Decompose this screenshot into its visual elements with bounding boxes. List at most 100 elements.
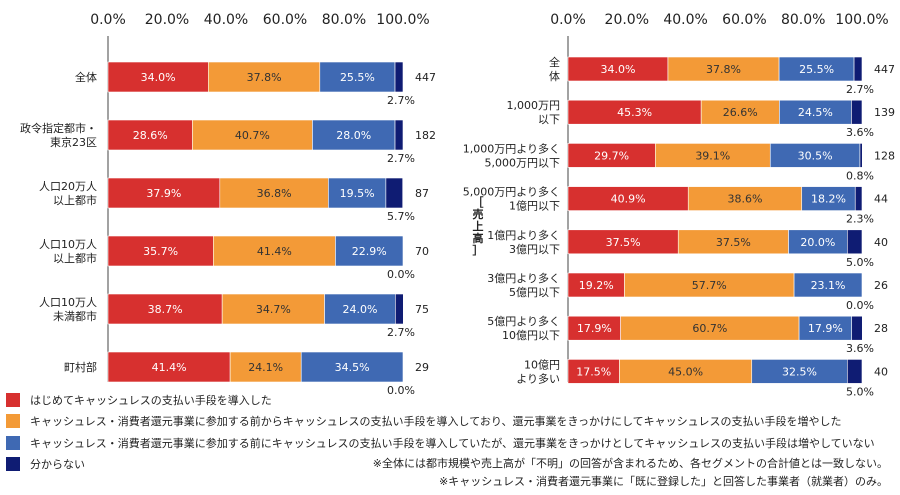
data-label: 34.0% (141, 71, 176, 84)
category-label: 1億円より多く (487, 228, 560, 242)
data-label: 35.7% (143, 245, 178, 258)
category-label: より多い (516, 371, 560, 385)
legend-item: 分からない (6, 454, 875, 476)
bar-segment (213, 235, 336, 267)
data-label: 24.1% (248, 361, 283, 374)
x-tick-label: 0.0% (550, 12, 586, 28)
data-label-unknown: 2.7% (387, 152, 415, 165)
category-label: 人口10万人 (39, 238, 97, 251)
legend: はじめてキャッシュレスの支払い手段を導入した キャッシュレス・消費者還元事業に参… (6, 389, 875, 475)
data-label: 38.7% (148, 303, 183, 316)
x-tick-label: 0.0% (90, 12, 126, 28)
bar-segment (335, 235, 404, 267)
legend-item: キャッシュレス・消費者還元事業に参加する前にキャッシュレスの支払い手段を導入して… (6, 432, 875, 454)
data-label: 34.0% (601, 63, 636, 76)
category-label: 3億円以下 (509, 243, 560, 256)
sample-count-label: 182 (415, 129, 436, 142)
bar-segment (221, 293, 325, 325)
bar-segment (192, 119, 313, 151)
data-label: 57.7% (692, 279, 727, 292)
x-tick-label: 60.0% (722, 12, 766, 28)
bar-segment (394, 61, 404, 93)
data-label: 18.2% (811, 193, 846, 206)
category-label: 人口10万人 (39, 296, 97, 309)
x-tick-label: 100.0% (835, 12, 888, 28)
data-label: 19.5% (340, 187, 375, 200)
data-label: 19.2% (579, 279, 614, 292)
data-label: 23.1% (811, 279, 846, 292)
category-label: 以下 (538, 113, 560, 126)
category-label: 未満都市 (53, 309, 97, 323)
bar-segment (567, 143, 656, 168)
bar-segment (229, 351, 302, 383)
bar-segment (751, 359, 848, 384)
sample-count-label: 40 (874, 365, 888, 378)
bar-segment (567, 315, 621, 341)
bar-segment (324, 293, 396, 325)
data-label-unknown: 3.6% (846, 342, 874, 355)
y-axis-title-char: 上 (473, 219, 484, 233)
sample-count-label: 44 (874, 193, 888, 206)
data-label-unknown: 2.7% (387, 94, 415, 107)
footnotes: ※全体には都市規模や売上高が「不明」の回答が含まれるため、各セグメントの合計値と… (373, 455, 888, 491)
bar-segment (788, 229, 848, 255)
y-axis-title-char: 高 (473, 231, 484, 245)
data-label: 60.7% (692, 322, 727, 335)
sample-count-label: 70 (415, 245, 429, 258)
bar-segment (687, 186, 803, 211)
footnote: ※キャッシュレス・消費者還元事業に「既に登録した」と回答した事業者（就業者）のみ… (439, 475, 888, 488)
data-label-unknown: 0.0% (846, 299, 874, 312)
data-label: 30.5% (798, 149, 833, 162)
sample-count-label: 29 (415, 361, 429, 374)
bar-segment (312, 119, 396, 151)
data-label: 36.8% (257, 187, 292, 200)
data-label: 37.5% (606, 236, 641, 249)
y-axis-title-char: ［ (473, 195, 484, 209)
bar-segment (208, 61, 321, 93)
category-label: 5,000万円以下 (485, 156, 561, 169)
data-label: 37.5% (716, 236, 751, 249)
data-label-unknown: 2.7% (846, 83, 874, 96)
data-label: 28.0% (336, 129, 371, 142)
x-tick-label: 20.0% (145, 12, 189, 28)
data-label: 28.6% (133, 129, 168, 142)
bar-segment (677, 229, 789, 255)
bar-segment (853, 56, 863, 82)
data-label-unknown: 3.6% (846, 126, 874, 139)
bar-segment (567, 272, 625, 298)
legend-swatch-red (6, 392, 20, 407)
data-label: 29.7% (594, 149, 629, 162)
bar-segment (620, 315, 800, 341)
category-label: 以上都市 (53, 251, 97, 265)
category-label: 10億円 (524, 358, 560, 371)
y-axis-title-char: ］ (473, 244, 484, 257)
data-label-unknown: 2.7% (387, 326, 415, 339)
bar-segment (300, 351, 404, 383)
category-label: 10億円以下 (502, 329, 560, 342)
legend-label: キャッシュレス・消費者還元事業に参加する前からキャッシュレスの支払い手段を導入し… (30, 415, 842, 429)
data-label: 32.5% (782, 365, 817, 378)
sample-count-label: 28 (874, 322, 888, 335)
bar-segment (851, 99, 863, 125)
bar-segment (851, 315, 863, 341)
data-label: 37.8% (706, 63, 741, 76)
data-label: 38.6% (728, 193, 763, 206)
legend-swatch-navy (6, 457, 20, 472)
bar-segment (798, 315, 853, 341)
legend-label: キャッシュレス・消費者還元事業に参加する前にキャッシュレスの支払い手段を導入して… (30, 436, 875, 450)
bar-segment (854, 186, 863, 211)
category-label: 体 (549, 69, 560, 83)
bar-segment (319, 61, 396, 93)
data-label-unknown: 0.0% (387, 268, 415, 281)
bar-segment (567, 99, 702, 125)
bar-segment (385, 177, 404, 209)
sample-count-label: 75 (415, 303, 429, 316)
data-label: 24.0% (342, 303, 377, 316)
bar-segment (394, 119, 404, 151)
data-label: 39.1% (695, 149, 730, 162)
bar-segment (107, 293, 223, 325)
y-axis-title-char: 売 (473, 207, 484, 221)
x-tick-label: 80.0% (322, 12, 366, 28)
